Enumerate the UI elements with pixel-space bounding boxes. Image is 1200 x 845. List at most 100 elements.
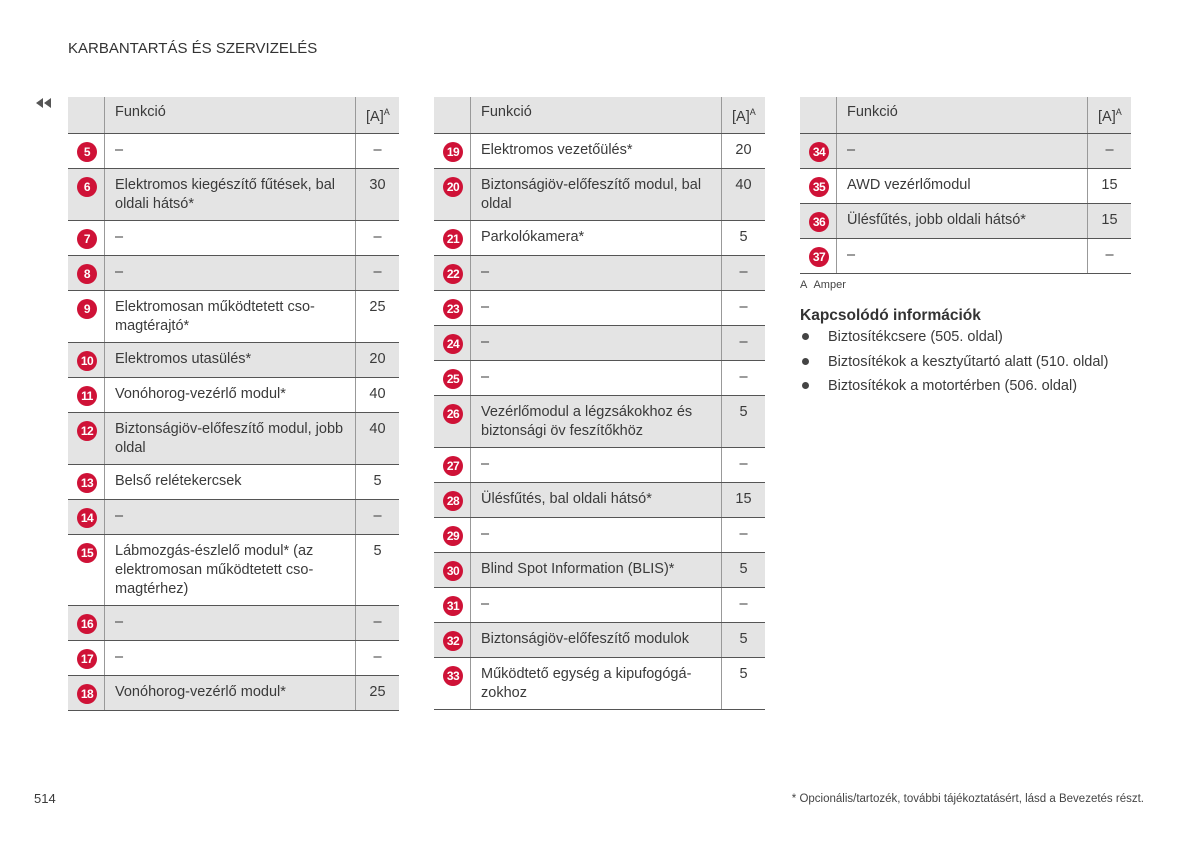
cell: 7 xyxy=(68,220,105,256)
cell: 29 xyxy=(434,517,471,553)
header-sup: A xyxy=(383,107,390,117)
amp-cell: 25 xyxy=(355,290,399,343)
fuse-badge: 25 xyxy=(443,368,463,389)
row: 21 Parkolókamera* 5 xyxy=(434,220,765,256)
cell: 9 xyxy=(68,290,105,343)
fuse-badge: 22 xyxy=(443,263,463,284)
fuse-badge: 26 xyxy=(443,403,463,424)
cell: 32 xyxy=(434,622,471,658)
function-cell: – xyxy=(836,238,1088,274)
amp-cell: 5 xyxy=(721,552,765,588)
function-cell: Belső relétekercsek xyxy=(104,464,356,500)
header-row: Funkció [A]A xyxy=(68,97,399,134)
amp-cell: 15 xyxy=(721,482,765,518)
fuse-table: Funkció [A]A 34– –35 AWD vezérlőmodul 15 36 Ülé… xyxy=(800,97,1131,274)
cell: 15 xyxy=(68,534,105,606)
related-title: Kapcsolódó információk xyxy=(800,307,981,324)
fuse-badge: 33 xyxy=(443,665,463,686)
amp-cell: 5 xyxy=(355,464,399,500)
fuse-badge: 15 xyxy=(77,542,97,563)
amp-cell: 5 xyxy=(721,220,765,256)
amp-cell: – xyxy=(721,517,765,553)
header-cell xyxy=(434,97,471,134)
cell: 14 xyxy=(68,499,105,535)
function-cell: AWD vezérlőmodul xyxy=(836,168,1088,204)
row: 34– – xyxy=(800,133,1131,169)
function-cell: – xyxy=(470,325,722,361)
fuse-badge: 14 xyxy=(77,507,97,528)
function-cell: – xyxy=(470,255,722,291)
row: 23– – xyxy=(434,290,765,326)
fuse-badge: 10 xyxy=(77,350,97,371)
row: 10 Elektromos utasülés* 20 xyxy=(68,342,399,378)
row: 31– – xyxy=(434,587,765,623)
cell: 12 xyxy=(68,412,105,465)
function-cell: Elektromos utasülés* xyxy=(104,342,356,378)
function-cell: – xyxy=(104,220,356,256)
cell: 10 xyxy=(68,342,105,378)
function-cell: Blind Spot Information (BLIS)* xyxy=(470,552,722,588)
row: 26 Vezérlőmodul a légzsákokhoz és biztons… xyxy=(434,395,765,448)
amp-cell: 5 xyxy=(355,534,399,606)
row: 36 Ülésfűtés, jobb oldali hátsó* 15 xyxy=(800,203,1131,239)
fuse-badge: 5 xyxy=(77,141,97,162)
amp-cell: – xyxy=(721,360,765,396)
related-list: Biztosítékcsere (505. oldal) Biztosítékok… xyxy=(800,327,1108,401)
row: 14– – xyxy=(68,499,399,535)
amp-cell: – xyxy=(721,447,765,483)
amp-cell: – xyxy=(721,587,765,623)
amp-cell: – xyxy=(721,290,765,326)
fuse-badge: 12 xyxy=(77,420,97,441)
fuse-badge: 30 xyxy=(443,560,463,581)
function-cell: Biztonságiöv-előfeszítő modul, bal oldal xyxy=(470,168,722,221)
fuse-badge: 20 xyxy=(443,176,463,197)
cell: 6 xyxy=(68,168,105,221)
cell: 13 xyxy=(68,464,105,500)
function-cell: – xyxy=(104,640,356,676)
function-cell: Elektromosan működtetett cso­magtérajtó* xyxy=(104,290,356,343)
cell: 23 xyxy=(434,290,471,326)
fuse-table: Funkció [A]A 19 Elektromos vezetőülés* 20 20 B… xyxy=(434,97,765,710)
header-cell: [A]A xyxy=(721,97,765,134)
cell: 5 xyxy=(68,133,105,169)
amp-cell: – xyxy=(355,640,399,676)
header-sup: A xyxy=(1115,107,1122,117)
row: 12 Biztonságiöv-előfeszítő modul, jobb ol… xyxy=(68,412,399,465)
function-cell: – xyxy=(104,499,356,535)
amp-cell: – xyxy=(1087,133,1131,169)
function-cell: – xyxy=(470,587,722,623)
cell: 30 xyxy=(434,552,471,588)
cell: 28 xyxy=(434,482,471,518)
page-number: 514 xyxy=(34,791,56,806)
row: 7– – xyxy=(68,220,399,256)
fuse-badge: 7 xyxy=(77,228,97,249)
related-item: Biztosítékok a kesztyűtartó alatt (510. … xyxy=(800,352,1108,377)
amp-cell: 5 xyxy=(721,622,765,658)
amp-cell: 40 xyxy=(355,377,399,413)
function-cell: – xyxy=(470,360,722,396)
function-cell: – xyxy=(470,290,722,326)
function-cell: – xyxy=(104,133,356,169)
fuse-badge: 28 xyxy=(443,490,463,511)
header-cell: Funkció xyxy=(104,97,356,134)
row: 17– – xyxy=(68,640,399,676)
header-text: [A] xyxy=(1098,108,1116,125)
function-cell: Lábmozgás-észlelő modul* (az elektromosa… xyxy=(104,534,356,606)
amp-cell: – xyxy=(721,325,765,361)
cell: 35 xyxy=(800,168,837,204)
header-row: Funkció [A]A xyxy=(434,97,765,134)
function-cell: – xyxy=(836,133,1088,169)
related-item: Biztosítékcsere (505. oldal) xyxy=(800,327,1108,352)
cell: 17 xyxy=(68,640,105,676)
fuse-badge: 23 xyxy=(443,298,463,319)
header-cell: Funkció xyxy=(836,97,1088,134)
row: 6 Elektromos kiegészítő fűtések, bal olda… xyxy=(68,168,399,221)
cell: 33 xyxy=(434,657,471,710)
fuse-badge: 19 xyxy=(443,141,463,162)
row: 25– – xyxy=(434,360,765,396)
cell: 19 xyxy=(434,133,471,169)
fuse-table: Funkció [A]A 5– –6 Elektromos kiegészítő fűt… xyxy=(68,97,399,711)
amp-cell: – xyxy=(355,605,399,641)
fuse-badge: 21 xyxy=(443,228,463,249)
amp-cell: 25 xyxy=(355,675,399,711)
